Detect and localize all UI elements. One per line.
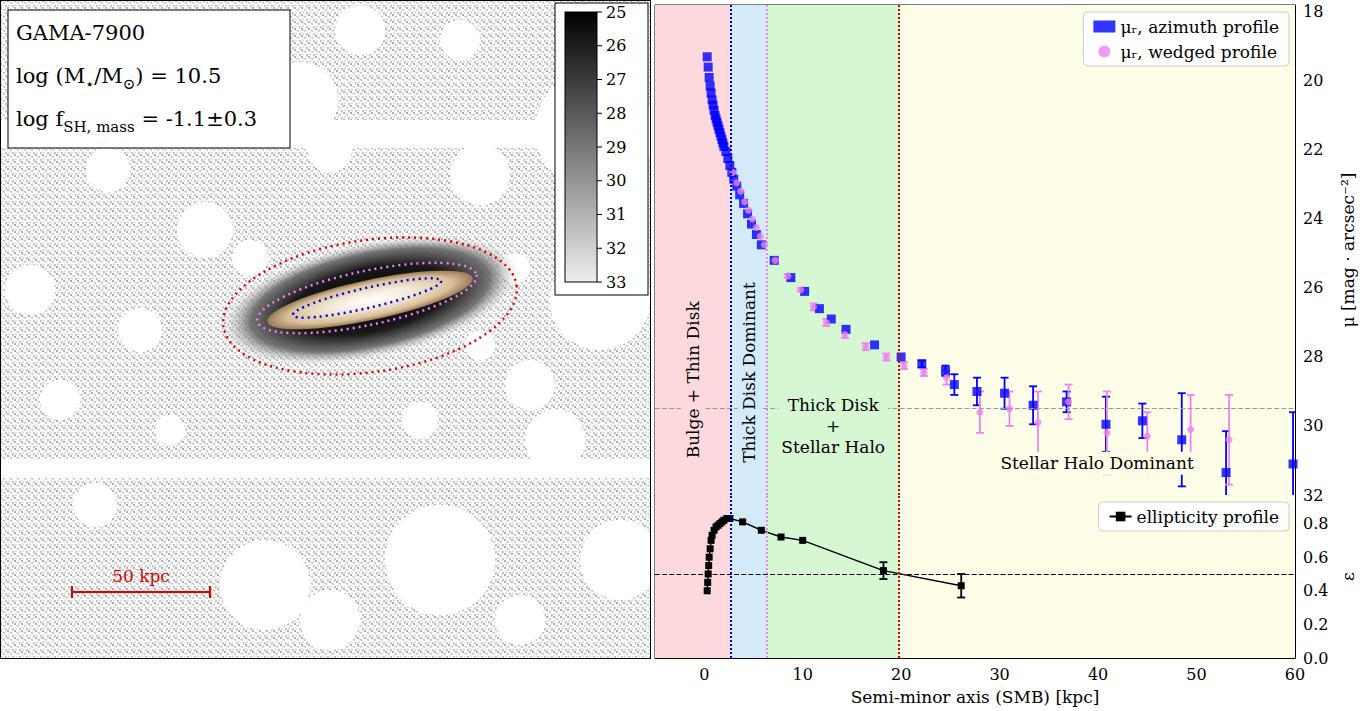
svg-text:50: 50 [1186,665,1206,684]
svg-text:+: + [826,416,840,436]
svg-text:30: 30 [989,665,1009,684]
svg-text:29: 29 [606,138,626,157]
svg-text:20: 20 [891,665,911,684]
svg-text:Stellar Halo Dominant: Stellar Halo Dominant [1000,453,1194,473]
svg-text:μᵣ, wedged profile: μᵣ, wedged profile [1120,42,1277,62]
svg-text:ellipticity profile: ellipticity profile [1137,507,1279,527]
svg-text:GAMA-7900: GAMA-7900 [16,21,145,45]
svg-text:32: 32 [606,239,626,258]
svg-text:Thick Disk: Thick Disk [788,395,880,415]
svg-text:30: 30 [606,171,626,190]
svg-text:26: 26 [606,36,626,55]
svg-text:50 kpc: 50 kpc [112,566,170,586]
svg-text:0.4: 0.4 [1303,581,1328,600]
svg-text:26: 26 [1303,278,1323,297]
svg-text:Bulge + Thin Disk: Bulge + Thin Disk [683,301,703,459]
svg-text:log fSH, mass = -1.1±0.3: log fSH, mass = -1.1±0.3 [16,107,257,136]
svg-text:24: 24 [1303,209,1323,228]
svg-text:28: 28 [606,104,626,123]
svg-text:60: 60 [1285,665,1305,684]
svg-text:Semi-minor axis (SMB) [kpc]: Semi-minor axis (SMB) [kpc] [851,687,1100,707]
svg-text:0.0: 0.0 [1303,649,1328,668]
svg-text:31: 31 [606,205,626,224]
svg-text:28: 28 [1303,347,1323,366]
svg-text:Thick Disk Dominant: Thick Disk Dominant [739,282,759,463]
svg-text:0.8: 0.8 [1303,514,1328,533]
svg-text:32: 32 [1303,486,1323,505]
svg-text:0: 0 [699,665,709,684]
svg-text:0.6: 0.6 [1303,548,1328,567]
svg-text:0.2: 0.2 [1303,615,1328,634]
svg-text:μᵣ, azimuth profile: μᵣ, azimuth profile [1120,17,1279,37]
svg-text:ε: ε [1338,572,1358,581]
svg-text:log (M⋆/M⊙) = 10.5: log (M⋆/M⊙) = 10.5 [16,64,221,93]
svg-text:33: 33 [606,273,626,292]
svg-text:25: 25 [606,3,626,22]
svg-text:Stellar Halo: Stellar Halo [781,437,885,457]
svg-text:μ [mag · arcsec⁻²]: μ [mag · arcsec⁻²] [1338,173,1358,328]
svg-text:22: 22 [1303,140,1323,159]
svg-text:10: 10 [793,665,813,684]
svg-text:20: 20 [1303,71,1323,90]
svg-text:40: 40 [1088,665,1108,684]
svg-text:30: 30 [1303,416,1323,435]
svg-text:27: 27 [606,70,626,89]
svg-text:18: 18 [1303,2,1323,21]
